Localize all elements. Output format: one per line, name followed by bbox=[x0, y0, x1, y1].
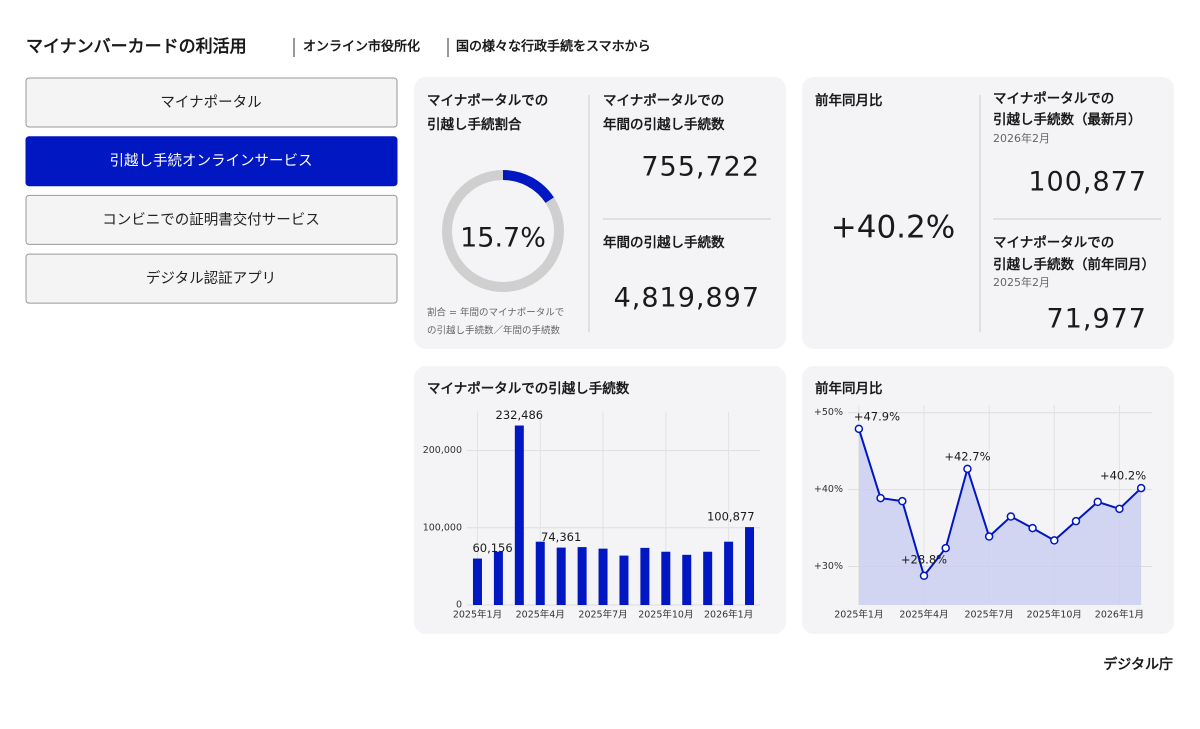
breadcrumb: オンライン市役所化 bbox=[303, 39, 420, 55]
card bbox=[802, 77, 1174, 349]
kpi-value: 71,977 bbox=[1047, 304, 1147, 335]
bar bbox=[724, 541, 734, 605]
point bbox=[941, 543, 950, 553]
bar bbox=[703, 551, 713, 605]
point bbox=[854, 424, 864, 434]
note: 割合 = 年間のマイナポータルで bbox=[427, 307, 564, 319]
point bbox=[1071, 516, 1081, 526]
breadcrumb: 国の様々な行政手続をスマホから bbox=[456, 39, 651, 55]
kpi-value: +40.2% bbox=[831, 210, 955, 246]
card-title: 引越し手続数（最新月） bbox=[993, 111, 1142, 128]
y-tick-label: 200,000 bbox=[423, 445, 462, 456]
card-title: 年間の引越し手続数 bbox=[603, 116, 725, 133]
y-tick-label: 0 bbox=[456, 600, 462, 611]
chart-title: マイナポータルでの引越し手続数 bbox=[427, 380, 630, 397]
period: 2026年2月 bbox=[993, 131, 1050, 145]
kpi-value: 100,877 bbox=[1028, 167, 1147, 198]
data-label: +40.2% bbox=[1100, 469, 1146, 483]
point bbox=[984, 532, 994, 541]
point bbox=[1093, 497, 1102, 507]
point bbox=[876, 493, 885, 503]
point bbox=[919, 571, 929, 581]
x-tick-label: 2025年4月 bbox=[516, 609, 565, 621]
point bbox=[1136, 483, 1146, 493]
y-tick-label: 100,000 bbox=[423, 522, 462, 533]
donut-value: 15.7% bbox=[460, 223, 546, 254]
nav-button[interactable] bbox=[25, 77, 398, 128]
x-tick-label: 2025年7月 bbox=[965, 609, 1014, 621]
bar bbox=[535, 541, 545, 605]
bar bbox=[745, 527, 755, 605]
card-title: 引越し手続数（前年同月） bbox=[993, 256, 1155, 273]
card-title: マイナポータルでの bbox=[603, 92, 724, 109]
data-label: 74,361 bbox=[541, 530, 581, 544]
card-title: 引越し手続割合 bbox=[427, 116, 522, 133]
chart-title: 前年同月比 bbox=[815, 380, 883, 397]
nav-label[interactable]: コンビニでの証明書交付サービス bbox=[102, 210, 320, 228]
point bbox=[1006, 512, 1016, 521]
x-tick-label: 2025年10月 bbox=[638, 609, 693, 621]
nav-label[interactable]: 引越し手続オンラインサービス bbox=[110, 153, 313, 170]
donut-arc bbox=[502, 170, 554, 204]
bar bbox=[619, 555, 629, 605]
point bbox=[1028, 523, 1037, 533]
point bbox=[898, 496, 907, 506]
card-title: マイナポータルでの bbox=[993, 90, 1114, 107]
x-tick-label: 2025年1月 bbox=[834, 609, 883, 621]
point bbox=[1050, 536, 1059, 545]
bar bbox=[556, 547, 566, 605]
x-tick-label: 2026年1月 bbox=[704, 609, 753, 621]
point bbox=[963, 464, 972, 474]
card-title: 年間の引越し手続数 bbox=[603, 234, 725, 251]
x-tick-label: 2025年1月 bbox=[453, 609, 502, 621]
y-tick-label: +40% bbox=[814, 484, 843, 495]
area bbox=[858, 428, 1142, 605]
data-label: +47.9% bbox=[854, 409, 900, 423]
nav-button[interactable] bbox=[25, 253, 398, 304]
line bbox=[857, 428, 1142, 578]
nav-label[interactable]: デジタル認証アプリ bbox=[146, 269, 276, 287]
x-tick-label: 2025年7月 bbox=[578, 609, 627, 621]
data-label: 60,156 bbox=[472, 541, 512, 555]
period: 2025年2月 bbox=[993, 275, 1050, 289]
nav-button[interactable] bbox=[25, 136, 398, 187]
data-label: +28.8% bbox=[901, 552, 947, 566]
data-label: 100,877 bbox=[707, 510, 755, 524]
bar bbox=[493, 551, 503, 605]
x-tick-label: 2025年10月 bbox=[1027, 609, 1082, 621]
note: の引越し手続数／年間の手続数 bbox=[427, 325, 561, 337]
y-tick-label: +30% bbox=[814, 561, 843, 572]
bar bbox=[682, 554, 692, 605]
card bbox=[414, 366, 786, 634]
bar bbox=[598, 548, 608, 605]
kpi-value: 4,819,897 bbox=[614, 283, 760, 314]
card-title: マイナポータルでの bbox=[427, 92, 548, 109]
bar bbox=[472, 558, 482, 605]
data-label: 232,486 bbox=[496, 408, 544, 422]
bar bbox=[514, 425, 524, 605]
x-tick-label: 2025年4月 bbox=[899, 609, 948, 621]
data-label: +42.7% bbox=[944, 449, 990, 463]
x-tick-label: 2026年1月 bbox=[1095, 609, 1144, 621]
card bbox=[414, 77, 786, 349]
nav-label[interactable]: マイナポータル bbox=[160, 94, 261, 111]
card-title: 前年同月比 bbox=[815, 92, 883, 109]
nav-button[interactable] bbox=[25, 194, 398, 245]
page-title: マイナンバーカードの利活用 bbox=[26, 36, 247, 57]
bar bbox=[661, 551, 671, 605]
bar bbox=[640, 547, 650, 605]
footer-logo: デジタル庁 bbox=[1103, 656, 1173, 673]
y-tick-label: +50% bbox=[814, 407, 843, 418]
kpi-value: 755,722 bbox=[641, 152, 760, 183]
point bbox=[1115, 504, 1124, 514]
card-title: マイナポータルでの bbox=[993, 234, 1114, 251]
bar bbox=[577, 547, 587, 605]
